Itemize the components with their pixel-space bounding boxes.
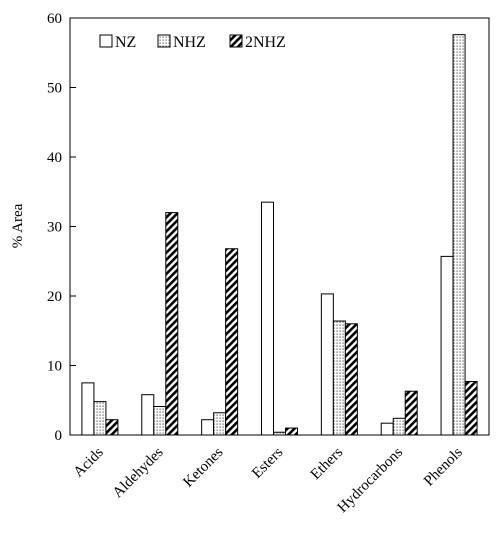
bar-2nhz-acids [105,419,119,436]
bar-nz-aldehydes [141,394,155,436]
plot-area [69,17,490,436]
legend-label: NHZ [173,34,206,51]
bar-2nhz-ethers [344,323,358,436]
y-axis: 0 10 20 30 40 50 60 [47,11,76,444]
x-tick-label: Ketones [180,444,226,490]
bar-2nhz-aldehydes [165,212,179,436]
bar-nz-acids [81,382,95,436]
bar-nz-hydrocarbons [380,422,394,436]
bar-nhz-acids [93,401,107,436]
bar-nz-phenols [440,255,454,436]
y-tick-label: 20 [47,289,62,305]
bar-2nhz-esters [285,427,298,436]
y-tick-label: 40 [47,150,62,166]
bars [81,34,478,436]
bar-nz-ketones [201,419,215,436]
bar-2nhz-ketones [225,248,239,436]
legend-label: NZ [115,34,136,51]
bar-2nhz-phenols [464,380,478,436]
y-axis-label: % Area [10,203,26,248]
bar-nz-ethers [320,293,334,436]
bar-nhz-ketones [213,412,227,436]
y-tick-label: 50 [47,81,62,97]
bar-nhz-phenols [452,34,466,436]
legend-label: 2NHZ [245,34,286,51]
legend-swatch-nz [99,34,113,48]
x-tick-label: Ethers [308,444,347,483]
plot-frame [69,17,490,436]
legend-swatch-nhz [157,34,171,48]
y-tick-label: 60 [47,11,62,27]
bar-nhz-hydrocarbons [392,417,406,436]
y-tick-label: 10 [47,359,62,375]
x-axis: Acids Aldehydes Ketones Esters EthersHydroca… [71,444,466,516]
x-tick-label: Esters [249,444,286,481]
legend: NZ NHZ 2NHZ [99,34,286,51]
bar-nz-esters [261,201,274,436]
bar-2nhz-hydrocarbons [404,390,418,436]
y-tick-label: 30 [47,220,62,236]
x-tick-label: Phenols [421,444,466,489]
y-tick-label: 0 [55,428,63,444]
bar-nhz-ethers [332,320,346,436]
x-tick-label: Aldehydes [110,444,167,501]
bar-nhz-aldehydes [153,406,167,436]
legend-swatch-2nhz [229,34,243,48]
bar-nhz-esters [273,431,286,436]
x-tick-label: Acids [71,444,107,480]
